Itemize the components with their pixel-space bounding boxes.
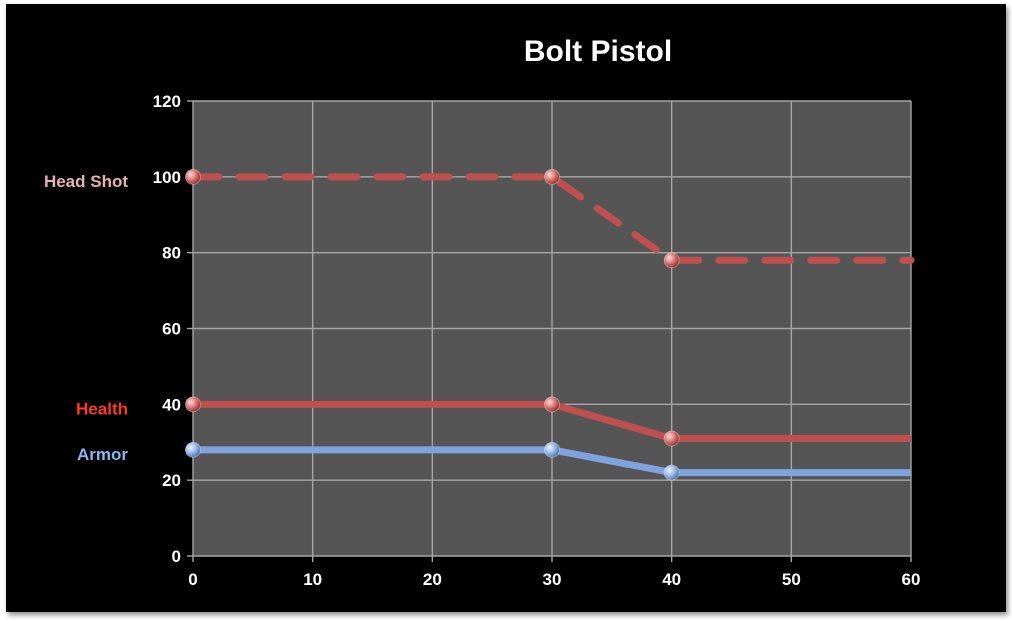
series-line-armor: [193, 446, 911, 477]
marker-armor-30: [544, 441, 560, 458]
y-tick-label: 40: [162, 395, 181, 414]
x-tick-label: 10: [303, 570, 322, 589]
series-label-health: Health: [76, 399, 128, 418]
marker-armor-0: [185, 441, 201, 458]
chart-frame: Bolt Pistol 0 20 40 60 80 100 120 0 10 20 30 40 50 6…: [6, 4, 1006, 612]
x-tick-label: 40: [662, 570, 681, 589]
marker-health-40: [663, 430, 680, 447]
marker-head-shot-0: [185, 168, 201, 185]
marker-health-0: [185, 396, 201, 413]
marker-head-shot-40: [663, 252, 680, 269]
y-tick-label: 100: [153, 168, 181, 187]
y-tick-label: 120: [153, 92, 181, 111]
series-line-health: [193, 400, 911, 442]
x-tick-label: 50: [782, 570, 801, 589]
y-axis-ticks: 0 20 40 60 80 100 120: [153, 92, 193, 566]
marker-armor-40: [663, 464, 680, 481]
x-tick-label: 20: [423, 570, 442, 589]
y-tick-label: 60: [162, 320, 181, 339]
series-line-head-shot: [189, 173, 915, 264]
x-axis-ticks: 0 10 20 30 40 50 60: [188, 556, 920, 589]
series-label-head-shot: Head Shot: [44, 172, 128, 191]
y-tick-label: 0: [172, 547, 181, 566]
series-labels: Head Shot Health Armor: [44, 172, 128, 464]
x-tick-label: 30: [543, 570, 562, 589]
y-tick-label: 80: [162, 244, 181, 263]
x-tick-label: 60: [902, 570, 921, 589]
chart-title: Bolt Pistol: [524, 35, 672, 68]
series-lines: [189, 173, 915, 477]
line-chart: Bolt Pistol 0 20 40 60 80 100 120 0 10 20 30 40 50 6…: [44, 35, 921, 589]
marker-health-30: [544, 396, 560, 413]
series-label-armor: Armor: [77, 445, 128, 464]
series-markers: [185, 168, 680, 481]
marker-head-shot-30: [544, 168, 560, 185]
x-tick-label: 0: [188, 570, 197, 589]
y-tick-label: 20: [162, 471, 181, 490]
